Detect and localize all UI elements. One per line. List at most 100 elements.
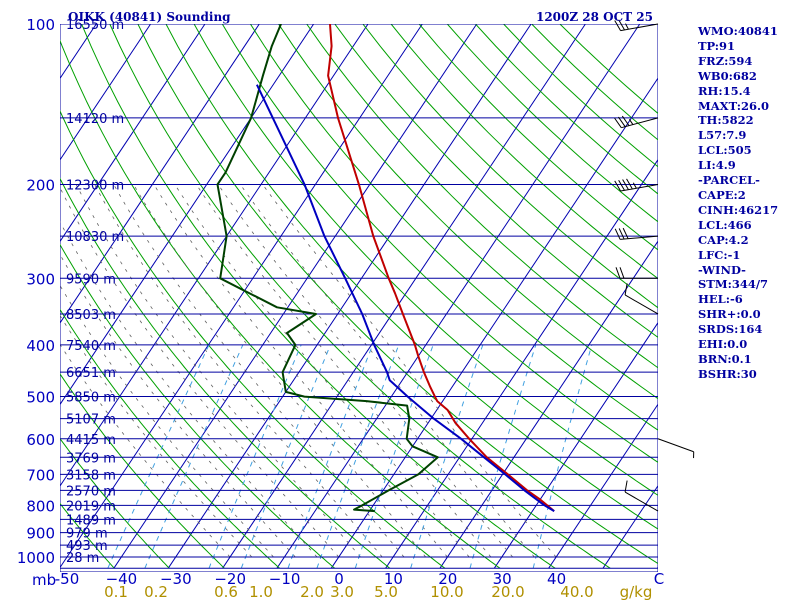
temperature-tick-label: −30 [160, 570, 192, 588]
mixing-ratio-tick-label: 20.0 [491, 583, 524, 600]
index-item: SRDS:164 [698, 322, 763, 337]
isotherm-line [385, 158, 658, 569]
height-label: 2570 m [66, 484, 116, 499]
isotherm-line [548, 403, 658, 569]
temperature-tick-label: -50 [55, 570, 80, 588]
wind-barb [657, 438, 695, 459]
mixing-ratio-line [354, 344, 434, 569]
mixing-ratio-tick-label: 40.0 [560, 583, 593, 600]
sounding-time: 1200Z 28 OCT 25 [536, 10, 653, 24]
index-item: CAPE:2 [698, 187, 746, 202]
wind-barb [615, 267, 658, 279]
pressure-tick-label: 400 [26, 337, 55, 355]
stability-indices-panel: WMO:40841 TP:91 FRZ:594 WB0:682 RH:15.4 MAXT:… [698, 24, 778, 382]
isotherm-line [330, 77, 658, 569]
index-item: LCL:505 [698, 143, 752, 158]
isotherm-line [60, 24, 315, 406]
height-label: 5850 m [66, 391, 116, 406]
pressure-tick-label: 500 [26, 389, 55, 407]
index-item: SHR+:0.0 [698, 307, 761, 322]
wind-barb [614, 19, 659, 32]
mixing-ratio-tick-label: 0.1 [104, 583, 128, 600]
dry-adiabat-line [193, 24, 658, 496]
temperature-tick-label: −40 [106, 570, 138, 588]
dry-adiabat-line [137, 24, 658, 565]
height-label: 979 m [66, 527, 108, 542]
temperature-tick-label: 0 [334, 570, 344, 588]
dry-adiabat-line [60, 308, 280, 569]
temperature-tick-label: −20 [214, 570, 246, 588]
isotherm-line [60, 24, 152, 161]
height-label: 28 m [66, 551, 99, 566]
height-label: 10830 m [66, 230, 124, 245]
isotherm-line [60, 24, 423, 569]
temperature-tick-label: 20 [438, 570, 457, 588]
pressure-tick-label: 300 [26, 270, 55, 288]
moist-adiabat-line [60, 284, 274, 558]
mixing-ratio-line [287, 344, 374, 569]
dry-adiabat-line [60, 502, 115, 569]
mixing-ratio-line [208, 344, 302, 569]
height-label: 3158 m [66, 468, 116, 483]
dry-adiabat-line [60, 177, 391, 569]
temperature-tick-label: 10 [384, 570, 403, 588]
isotherm-line [276, 24, 641, 569]
index-item: MAXT:26.0 [698, 98, 769, 113]
dry-adiabat-line [109, 24, 611, 569]
pressure-tick-label: 200 [26, 176, 55, 194]
mixing-ratio-line [532, 344, 593, 569]
isotherm-line [60, 24, 206, 243]
pressure-tick-label: 100 [26, 16, 55, 34]
temperature-unit-label: C [654, 570, 664, 588]
isotherm-line [493, 321, 658, 569]
mixing-ratio-line [316, 344, 400, 569]
index-item: RH:15.4 [698, 83, 751, 98]
mixing-ratio-tick-label: 5.0 [374, 583, 398, 600]
dry-adiabat-line [60, 437, 170, 569]
dry-adiabat-line [418, 24, 658, 251]
dry-adiabat-line [249, 24, 658, 431]
isotherm-line [439, 240, 658, 569]
index-item: TP:91 [698, 38, 736, 53]
dry-adiabat-line [60, 109, 446, 569]
wind-barb [614, 227, 659, 240]
index-item: CAP:4.2 [698, 232, 749, 247]
temperature-profile-line [327, 24, 555, 512]
mixing-ratio-tick-label: 0.2 [144, 583, 168, 600]
index-item: EHI:0.0 [698, 337, 748, 352]
index-item: BRN:0.1 [698, 351, 752, 366]
wind-barb [624, 283, 659, 315]
dry-adiabat-line [278, 24, 658, 400]
height-label: 3769 m [66, 451, 116, 466]
height-label: 16550 m [66, 18, 124, 33]
index-item: LCL:466 [698, 217, 752, 232]
index-item: TH:5822 [698, 113, 754, 128]
index-item: -WIND- [698, 262, 746, 277]
station-title: OIKK (40841) Sounding [68, 10, 231, 24]
pressure-unit-label: mb [32, 571, 56, 589]
dry-adiabat-line [221, 24, 658, 463]
moist-adiabat-line [262, 184, 557, 558]
pressure-tick-label: 800 [26, 497, 55, 515]
parcel-profile-line [255, 84, 555, 512]
height-label: 1489 m [66, 513, 116, 528]
mixing-ratio-tick-label: 3.0 [330, 583, 354, 600]
height-label: 6651 m [66, 366, 116, 381]
profile-lines [216, 24, 555, 513]
height-label: 4415 m [66, 433, 116, 448]
height-label: 7540 m [66, 339, 116, 354]
mixing-ratio-line [240, 344, 331, 569]
wind-barb [614, 115, 659, 129]
mixing-ratio-line [107, 344, 210, 569]
isotherm-line [113, 24, 478, 569]
dry-adiabat-line [165, 24, 658, 530]
mixing-ratio-unit-label: g/kg [620, 583, 653, 600]
index-item: STM:344/7 [698, 277, 769, 292]
height-label: 493 m [66, 539, 108, 554]
pressure-tick-label: 900 [26, 525, 55, 543]
height-label: 8503 m [66, 308, 116, 323]
isotherm-line [60, 24, 369, 487]
index-item: LFC:-1 [698, 247, 741, 262]
index-item: LI:4.9 [698, 158, 736, 173]
isotherm-line [60, 24, 260, 324]
